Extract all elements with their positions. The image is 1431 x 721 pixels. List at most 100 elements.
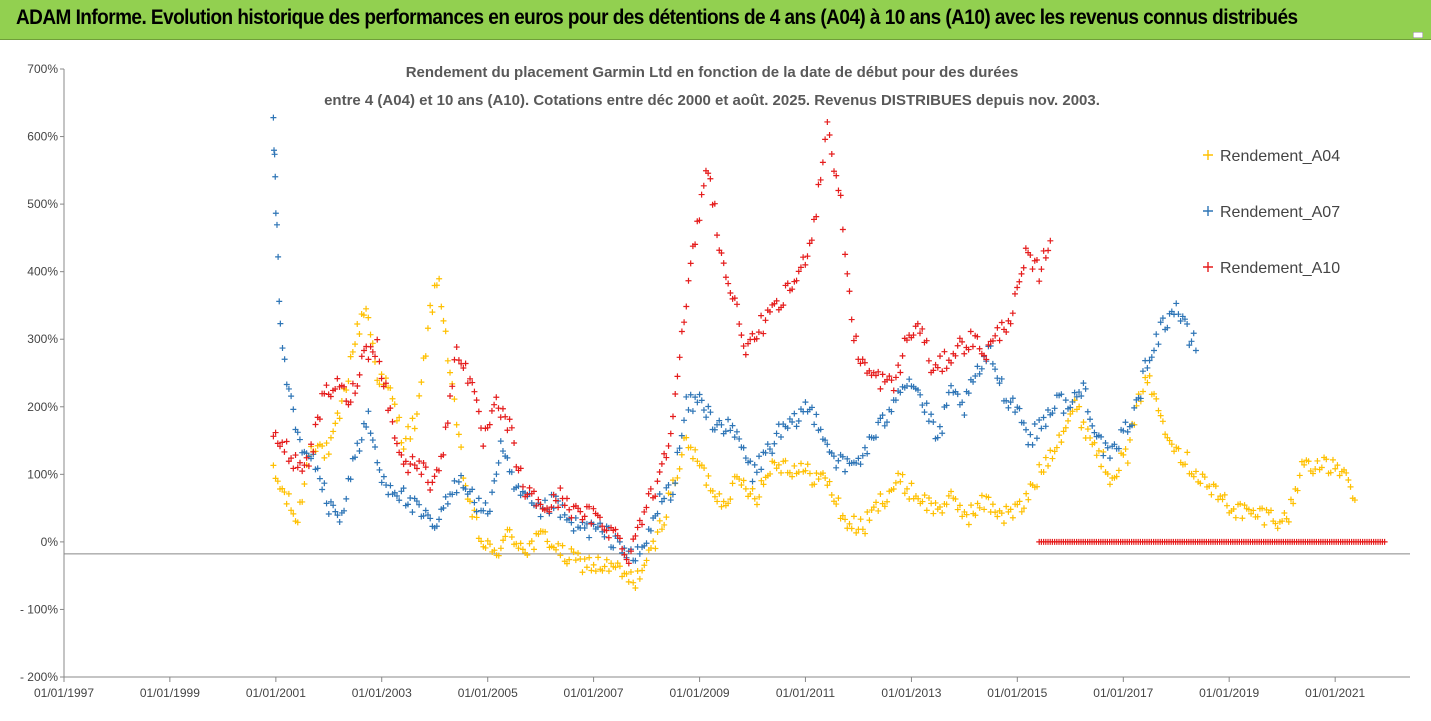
banner: ADAM Informe. Evolution historique des p… xyxy=(0,0,1431,40)
data-point xyxy=(1036,417,1043,424)
data-point xyxy=(321,480,328,487)
data-point xyxy=(663,454,670,461)
data-point xyxy=(436,516,443,523)
data-point xyxy=(1155,407,1162,414)
data-point xyxy=(566,556,573,563)
data-point xyxy=(1011,290,1018,297)
data-point xyxy=(839,512,846,519)
data-point xyxy=(1078,393,1085,400)
data-point xyxy=(542,528,549,535)
data-point xyxy=(407,461,414,468)
data-point xyxy=(683,303,690,310)
data-point xyxy=(989,360,996,367)
resize-handle-top[interactable] xyxy=(1413,32,1423,38)
data-point xyxy=(436,275,443,282)
data-point xyxy=(389,395,396,402)
data-point xyxy=(458,472,465,479)
data-point xyxy=(771,440,778,447)
data-point xyxy=(1031,421,1038,428)
data-point xyxy=(974,500,981,507)
data-point xyxy=(1175,445,1182,452)
data-point xyxy=(290,465,297,472)
data-point xyxy=(367,331,374,338)
data-point xyxy=(433,523,440,530)
data-point xyxy=(473,514,480,521)
data-point xyxy=(579,516,586,523)
data-point xyxy=(1347,483,1354,490)
data-point xyxy=(1248,510,1255,517)
data-point xyxy=(577,508,584,515)
data-point xyxy=(502,533,509,540)
x-tick-label: 01/01/2001 xyxy=(246,686,306,700)
data-point xyxy=(855,455,862,462)
data-point xyxy=(1188,338,1195,345)
data-point xyxy=(778,469,785,476)
data-point xyxy=(365,408,372,415)
data-point xyxy=(1045,247,1052,254)
data-point xyxy=(319,486,326,493)
data-point xyxy=(1146,357,1153,364)
data-point xyxy=(449,383,456,390)
data-point xyxy=(1018,508,1025,515)
data-point xyxy=(1192,347,1199,354)
data-point xyxy=(1104,471,1111,478)
data-point xyxy=(879,412,886,419)
data-point xyxy=(502,413,509,420)
data-point xyxy=(630,579,637,586)
data-point xyxy=(356,371,363,378)
data-point xyxy=(1177,317,1184,324)
data-point xyxy=(822,437,829,444)
data-point xyxy=(495,459,502,466)
data-point xyxy=(756,493,763,500)
data-point xyxy=(1144,379,1151,386)
data-point xyxy=(844,455,851,462)
data-point xyxy=(444,500,451,507)
data-point xyxy=(524,552,531,559)
data-point xyxy=(274,478,281,485)
data-point xyxy=(418,471,425,478)
data-point xyxy=(914,387,921,394)
data-point xyxy=(954,342,961,349)
data-point xyxy=(356,330,363,337)
data-point xyxy=(692,446,699,453)
data-point xyxy=(678,451,685,458)
data-point xyxy=(727,290,734,297)
data-point xyxy=(1060,410,1067,417)
data-point xyxy=(773,465,780,472)
data-point xyxy=(1155,341,1162,348)
data-point xyxy=(491,477,498,484)
data-point xyxy=(791,462,798,469)
data-point xyxy=(800,254,807,261)
data-point xyxy=(652,545,659,552)
data-point xyxy=(890,387,897,394)
data-point xyxy=(1223,502,1230,509)
data-point xyxy=(1007,320,1014,327)
data-point xyxy=(469,379,476,386)
data-point xyxy=(817,176,824,183)
data-point xyxy=(897,478,904,485)
data-point xyxy=(517,492,524,499)
data-point xyxy=(1100,452,1107,459)
data-point xyxy=(835,187,842,194)
data-point xyxy=(305,463,312,470)
data-point xyxy=(705,170,712,177)
data-point xyxy=(850,337,857,344)
data-point xyxy=(839,226,846,233)
data-point xyxy=(1062,397,1069,404)
data-point xyxy=(972,373,979,380)
data-point xyxy=(965,346,972,353)
series-Rendement_A07 xyxy=(270,114,1199,564)
data-point xyxy=(453,489,460,496)
data-point xyxy=(974,363,981,370)
data-point xyxy=(398,439,405,446)
data-point xyxy=(1120,451,1127,458)
data-point xyxy=(835,495,842,502)
data-point xyxy=(334,410,341,417)
data-point xyxy=(632,557,639,564)
data-point xyxy=(292,452,299,459)
x-tick-label: 01/01/1999 xyxy=(140,686,200,700)
data-point xyxy=(506,416,513,423)
data-point xyxy=(354,320,361,327)
data-point xyxy=(1122,419,1129,426)
data-point xyxy=(1131,404,1138,411)
